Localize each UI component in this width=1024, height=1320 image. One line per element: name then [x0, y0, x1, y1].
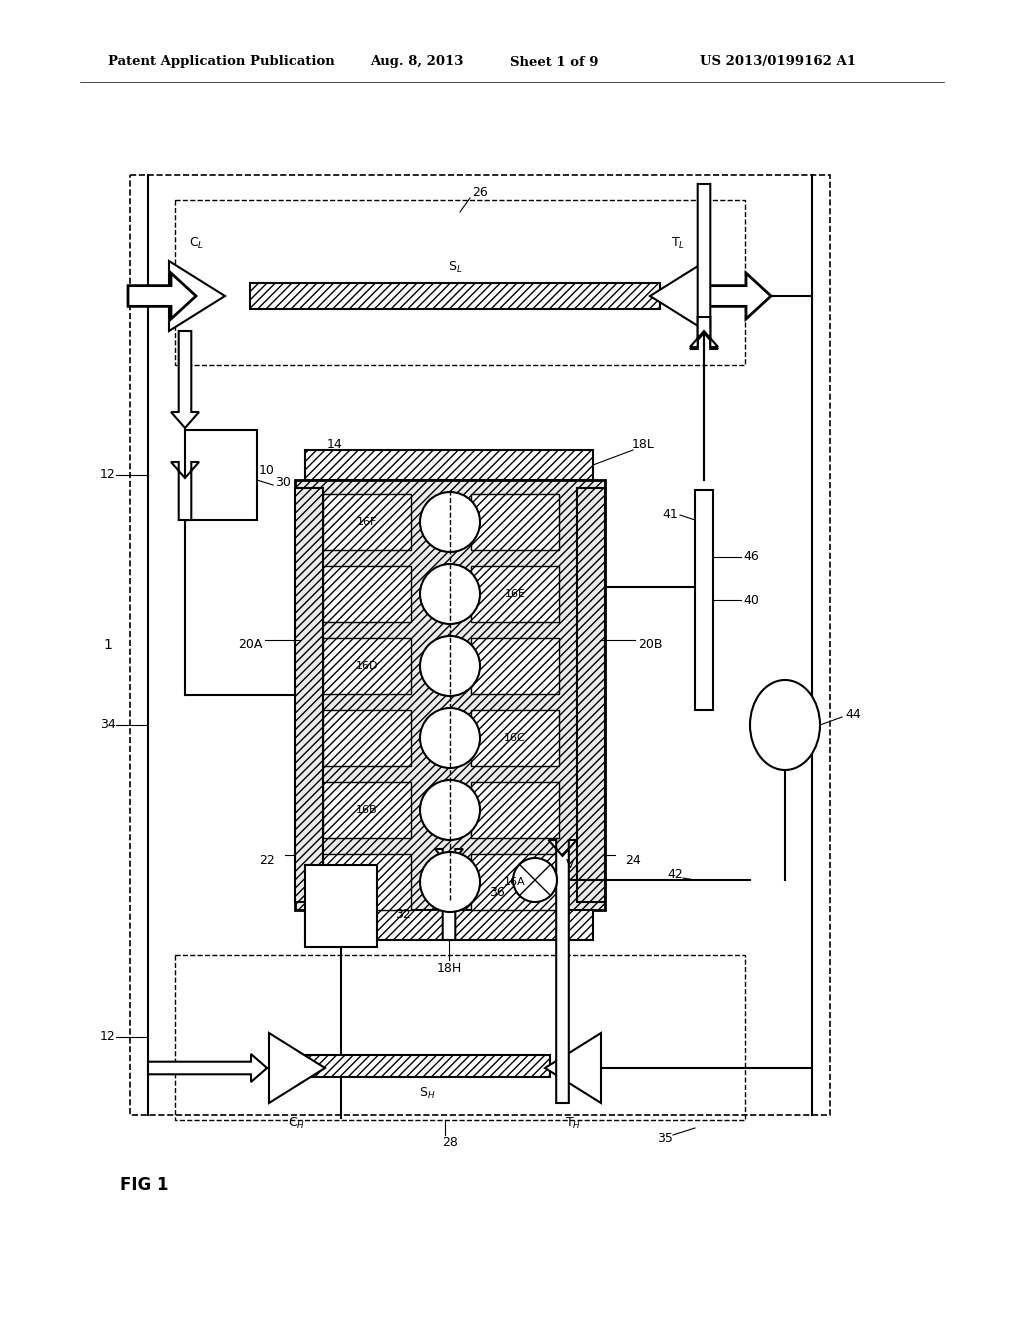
Bar — [305, 865, 377, 946]
Text: Patent Application Publication: Patent Application Publication — [108, 55, 335, 69]
Text: 28: 28 — [442, 1137, 458, 1150]
Text: C$_H$: C$_H$ — [289, 1115, 305, 1130]
Polygon shape — [171, 331, 199, 428]
Text: 12: 12 — [100, 469, 116, 482]
Text: US 2013/0199162 A1: US 2013/0199162 A1 — [700, 55, 856, 69]
Text: C$_L$: C$_L$ — [189, 235, 205, 251]
Bar — [471, 638, 559, 694]
Bar — [471, 710, 559, 766]
Circle shape — [420, 708, 480, 768]
Polygon shape — [706, 273, 771, 319]
Text: 35: 35 — [657, 1131, 673, 1144]
Text: 42: 42 — [667, 869, 683, 882]
Text: 16C: 16C — [504, 733, 526, 743]
Text: 1: 1 — [103, 638, 113, 652]
Text: 14: 14 — [327, 438, 343, 451]
Polygon shape — [650, 261, 706, 331]
Bar — [305, 1055, 550, 1077]
Text: 32: 32 — [395, 908, 411, 920]
Text: 44: 44 — [845, 709, 861, 722]
Circle shape — [513, 858, 557, 902]
Ellipse shape — [750, 680, 820, 770]
Text: 16E: 16E — [505, 589, 525, 599]
Bar — [250, 282, 660, 309]
Text: 22: 22 — [259, 854, 275, 866]
Text: S$_L$: S$_L$ — [447, 260, 462, 275]
Text: 34: 34 — [100, 718, 116, 731]
Bar — [323, 638, 411, 694]
Polygon shape — [435, 849, 463, 940]
Polygon shape — [128, 273, 196, 319]
Text: 20A: 20A — [238, 639, 262, 652]
Text: 26: 26 — [472, 186, 487, 198]
Text: 16D: 16D — [355, 661, 378, 671]
Bar — [577, 488, 605, 902]
Text: 30: 30 — [275, 477, 291, 490]
Text: 36: 36 — [489, 886, 505, 899]
Bar — [323, 854, 411, 909]
Polygon shape — [549, 840, 577, 1104]
Bar — [323, 710, 411, 766]
Bar — [695, 490, 713, 710]
Polygon shape — [269, 1034, 325, 1104]
Text: 18H: 18H — [436, 961, 462, 974]
Circle shape — [420, 492, 480, 552]
Text: 20B: 20B — [638, 639, 663, 652]
Text: Aug. 8, 2013: Aug. 8, 2013 — [370, 55, 464, 69]
Circle shape — [420, 780, 480, 840]
Text: FIG 1: FIG 1 — [120, 1176, 169, 1195]
Bar — [323, 566, 411, 622]
Circle shape — [420, 636, 480, 696]
Text: 41: 41 — [663, 508, 678, 521]
Polygon shape — [171, 462, 199, 520]
Text: 16F: 16F — [356, 517, 377, 527]
Bar — [130, 176, 830, 1115]
Circle shape — [420, 564, 480, 624]
Bar — [295, 480, 605, 909]
Text: 40: 40 — [743, 594, 759, 606]
Bar — [185, 430, 257, 520]
Bar — [471, 854, 559, 909]
Bar — [175, 201, 745, 366]
Text: 10: 10 — [259, 463, 275, 477]
Polygon shape — [148, 1053, 267, 1082]
Bar — [471, 566, 559, 622]
Bar — [471, 781, 559, 838]
Bar — [305, 909, 593, 940]
Text: V: V — [565, 858, 574, 871]
Text: 16B: 16B — [356, 805, 378, 814]
Circle shape — [420, 851, 480, 912]
Text: 18L: 18L — [632, 438, 654, 451]
Bar — [305, 450, 593, 480]
Text: Sheet 1 of 9: Sheet 1 of 9 — [510, 55, 598, 69]
Bar — [323, 494, 411, 550]
Text: S$_H$: S$_H$ — [419, 1085, 435, 1101]
Bar — [175, 954, 745, 1119]
Text: 24: 24 — [625, 854, 641, 866]
Polygon shape — [169, 261, 225, 331]
Polygon shape — [545, 1034, 601, 1104]
Text: T$_L$: T$_L$ — [671, 235, 685, 251]
Text: 16A: 16A — [504, 876, 525, 887]
Polygon shape — [690, 183, 718, 348]
Bar — [295, 488, 323, 902]
Polygon shape — [690, 317, 718, 347]
Text: T$_H$: T$_H$ — [565, 1115, 581, 1130]
Text: 46: 46 — [743, 550, 759, 564]
Bar — [471, 494, 559, 550]
Bar — [323, 781, 411, 838]
Text: 12: 12 — [100, 1031, 116, 1044]
